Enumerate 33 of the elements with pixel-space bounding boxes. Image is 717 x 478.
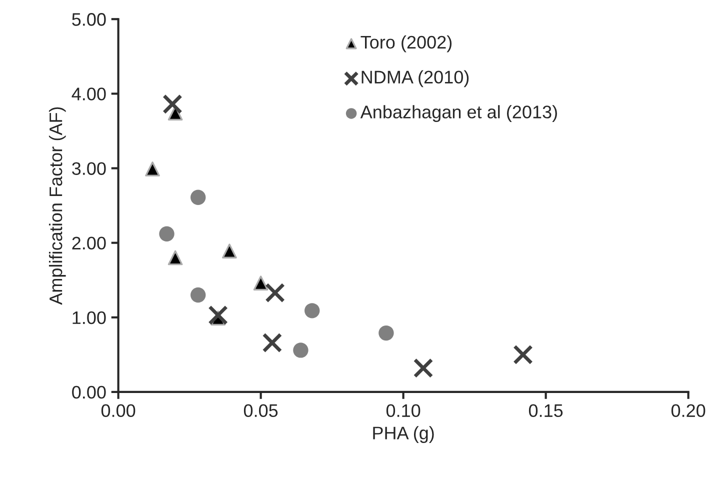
y-tick-label: 3.00 (72, 162, 106, 175)
point (159, 226, 174, 242)
point (190, 287, 206, 303)
y-tick-label: 1.00 (72, 311, 106, 324)
point (293, 342, 308, 358)
point (190, 190, 206, 205)
point (208, 305, 228, 326)
point (222, 244, 237, 258)
x-tick-label: 0.10 (386, 404, 420, 418)
point (304, 303, 320, 318)
x-axis-title: PHA (g) (373, 426, 434, 443)
point (145, 162, 160, 176)
point (513, 344, 533, 365)
y-tick-label: 4.00 (72, 88, 106, 100)
legend-label: Anbazhagan et al (2013) (360, 105, 557, 122)
point (413, 358, 434, 378)
x-tick-label: 0.00 (101, 404, 136, 418)
point (162, 94, 182, 114)
x-tick-label: 0.05 (244, 404, 278, 418)
x-tick-label: 0.20 (671, 404, 706, 418)
point (265, 282, 286, 303)
y-tick-label: 5.00 (72, 13, 106, 26)
point (168, 250, 183, 266)
point (378, 325, 394, 341)
point (253, 276, 268, 291)
legend-label: Toro (2002) (360, 35, 452, 52)
y-tick-label: 0.00 (72, 386, 106, 399)
y-axis-title: Amplification Factor (AF) (48, 107, 66, 305)
point (168, 106, 183, 120)
point (262, 332, 282, 353)
legend-label: NDMA (2010) (362, 70, 469, 88)
y-tick-label: 2.00 (72, 236, 106, 250)
x-tick-label: 0.15 (528, 404, 563, 418)
